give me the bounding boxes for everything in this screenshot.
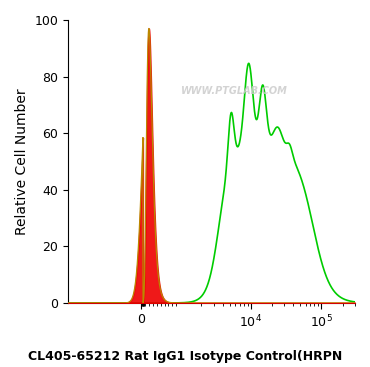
Text: CL405-65212 Rat IgG1 Isotype Control(HRPN: CL405-65212 Rat IgG1 Isotype Control(HRP… [28, 350, 342, 363]
Y-axis label: Relative Cell Number: Relative Cell Number [15, 88, 29, 235]
Text: WWW.PTGLAB.COM: WWW.PTGLAB.COM [181, 86, 288, 96]
